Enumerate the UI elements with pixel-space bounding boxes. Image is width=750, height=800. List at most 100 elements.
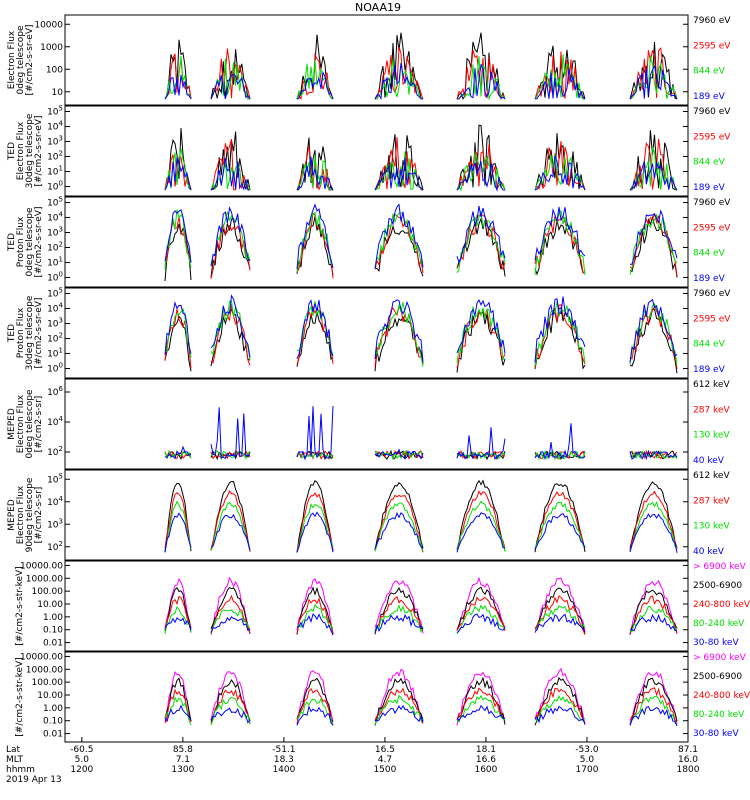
series-trace (210, 206, 251, 267)
ytick-label: 10000.00 (20, 652, 63, 662)
series-trace (534, 301, 586, 367)
series-trace (456, 310, 506, 373)
series-trace (296, 586, 334, 635)
series-trace (456, 214, 506, 271)
legend-entry: 40 keV (693, 456, 725, 466)
panel: 0.01 0.10 1.00 10.00 100.00 1000.00 10000.00[#… (15, 560, 750, 652)
series-trace (629, 501, 678, 552)
ytick-label: 101 (47, 256, 63, 269)
series-trace (456, 687, 506, 721)
xaxis-value: -51.1 (272, 745, 295, 755)
ytick-label: 100 (47, 180, 63, 193)
series-trace (164, 617, 192, 631)
legend-entry: 40 keV (693, 547, 725, 557)
series-trace (629, 705, 678, 727)
xaxis-value: 4.7 (378, 755, 392, 765)
ytick-label: 105 (47, 287, 63, 300)
panel-frame (64, 560, 689, 652)
panel-frame (64, 287, 689, 379)
series-trace (629, 46, 678, 100)
series-trace (164, 512, 192, 553)
series-trace (534, 296, 586, 363)
panel: 100 101 102 103 104 105 TED Proton Flux 0deg tel… (7, 196, 731, 288)
xaxis-value: 85.8 (173, 745, 193, 755)
ylabel-line: TED (7, 142, 17, 161)
series-trace (296, 597, 334, 635)
series-trace (456, 500, 506, 552)
series-trace (164, 688, 192, 724)
xaxis-value: 5.0 (75, 755, 90, 765)
ylabel-line: MEPED (7, 408, 17, 440)
series-trace (296, 155, 334, 191)
series-trace (296, 511, 334, 553)
series-trace (296, 697, 334, 726)
series-trace (296, 301, 334, 356)
xaxis-row-label: Lat (6, 745, 21, 755)
series-trace (534, 587, 586, 635)
ytick-label: 104 (47, 415, 63, 428)
ytick-label: 10.00 (37, 691, 63, 701)
xaxis-row-label: MLT (6, 755, 24, 765)
xaxis-value: 1200 (70, 765, 93, 775)
ytick-label: 102 (47, 540, 63, 553)
xaxis-value: 87.1 (678, 745, 698, 755)
series-trace (164, 671, 192, 723)
series-trace (534, 705, 586, 725)
ylabel-line: [#/cm2-s-str-keV] (15, 657, 25, 736)
series-trace (210, 138, 251, 191)
series-trace (164, 605, 192, 635)
series-trace (164, 148, 192, 191)
series-trace (456, 161, 506, 192)
series-trace (534, 577, 586, 634)
ytick-label: 10.00 (37, 600, 63, 610)
series-trace (296, 405, 334, 461)
ytick-label: 0.01 (43, 639, 63, 649)
ylabel-line: TED (7, 233, 17, 252)
ytick-label: 10 (52, 88, 64, 98)
panel: 100 101 102 103 104 105 TED Proton Flux 30deg te… (7, 287, 731, 379)
ytick-label: 104 (47, 495, 63, 508)
series-trace (210, 576, 251, 631)
series-trace (374, 63, 424, 100)
panel-frame (64, 469, 689, 561)
series-trace (210, 707, 251, 724)
ytick-label: 100.00 (32, 587, 64, 597)
series-trace (629, 130, 678, 191)
ytick-label: 0.01 (43, 730, 63, 740)
legend-entry: 7960 eV (693, 107, 731, 117)
series-trace (374, 668, 424, 720)
ylabel-line: [#/cm2-s-sr-eV] (34, 116, 44, 187)
series-trace (210, 671, 251, 724)
legend-entry: 2500-6900 (693, 581, 742, 591)
series-trace (629, 695, 678, 725)
series-trace (456, 479, 506, 552)
series-trace (374, 157, 424, 191)
ylabel-line: Electron Flux (16, 394, 26, 453)
series-trace (456, 596, 506, 632)
series-trace (164, 300, 192, 355)
ylabel-line: [#/cm2-s-sr-eV] (34, 207, 44, 278)
series-trace (210, 609, 251, 630)
series-trace (210, 450, 251, 460)
ytick-label: 102 (47, 332, 63, 345)
legend-entry: 189 eV (693, 274, 726, 284)
series-trace (374, 481, 424, 551)
legend-entry: 844 eV (693, 158, 726, 168)
xaxis-value: 16.0 (678, 755, 698, 765)
series-trace (296, 677, 334, 722)
series-trace (296, 603, 334, 630)
xaxis-value: 18.1 (476, 745, 496, 755)
series-trace (456, 427, 506, 461)
series-trace (164, 39, 192, 100)
legend-entry: 30-80 keV (693, 638, 739, 648)
ylabel-line: [#/cm2-s-str-keV] (15, 566, 25, 645)
series-trace (374, 704, 424, 723)
series-trace (210, 679, 251, 723)
panel: 102 104 106 MEPED Electron Flux 0deg telescop… (7, 378, 730, 470)
ytick-label: 101 (47, 165, 63, 178)
series-trace (629, 214, 678, 275)
xaxis-value: 1500 (373, 765, 396, 775)
ytick-label: 100 (47, 362, 63, 375)
series-trace (374, 580, 424, 634)
